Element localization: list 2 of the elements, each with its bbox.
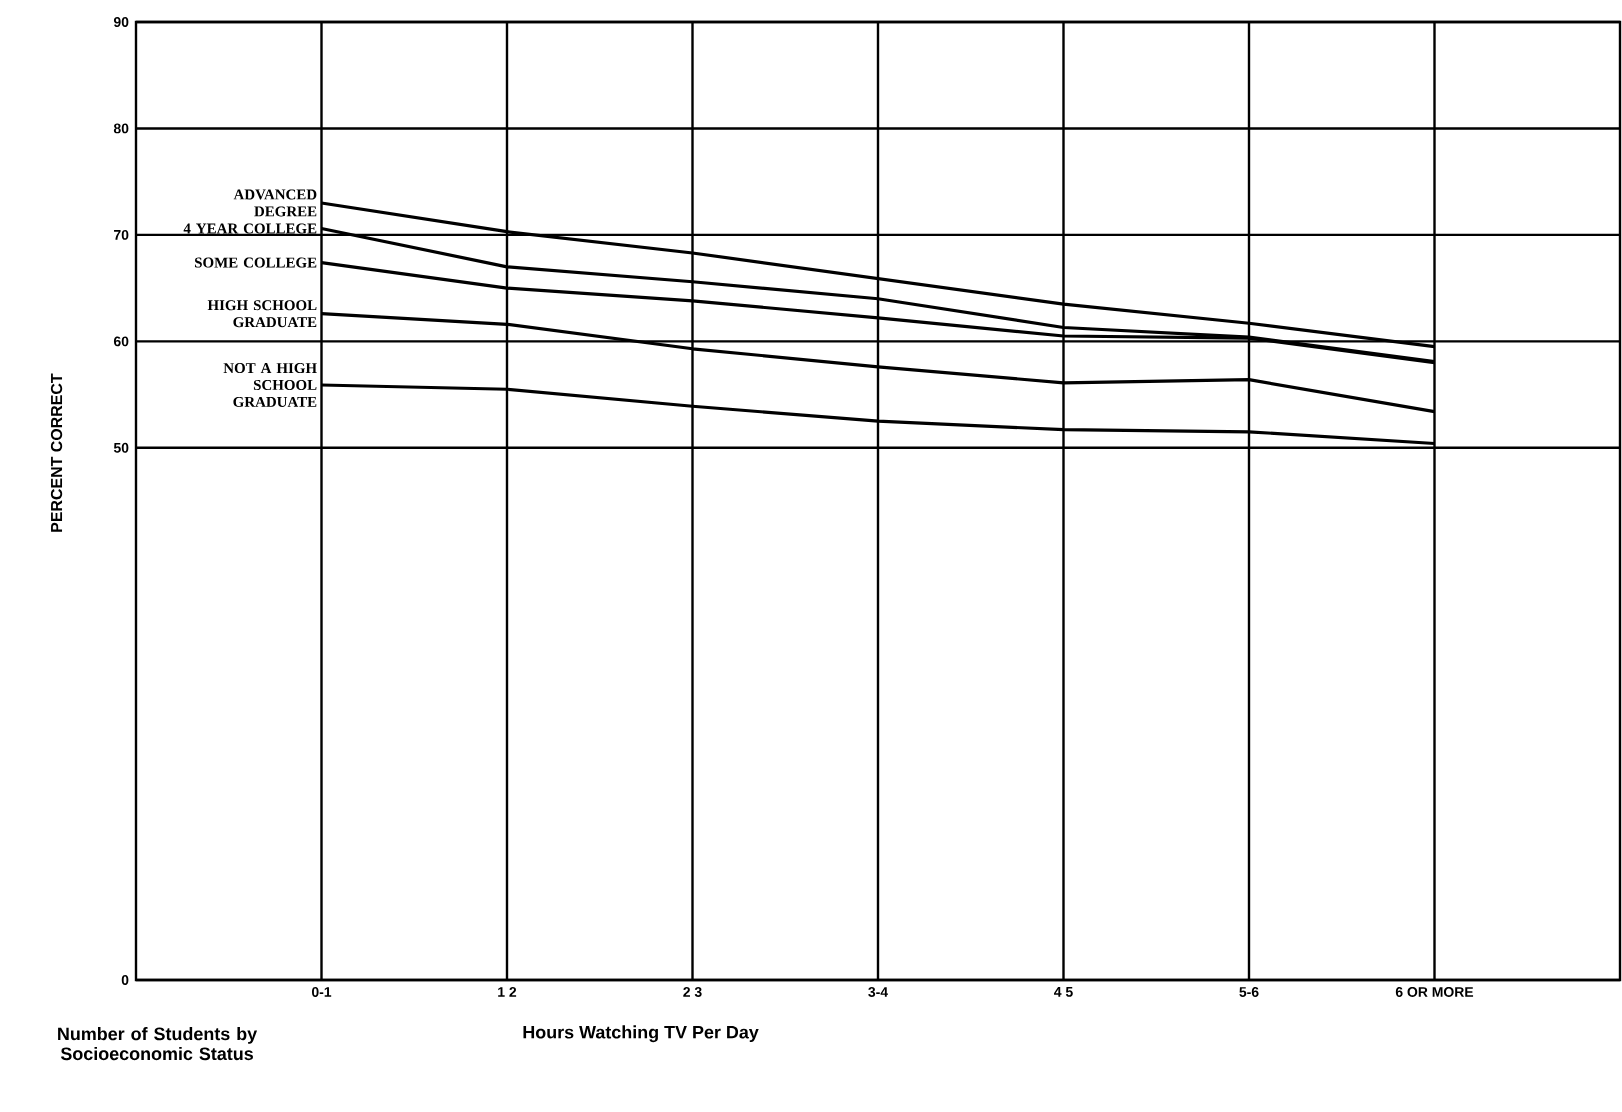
text: Number of Students by Socioeconomic Status	[58, 1027, 258, 1061]
x-axis-title: Hours Watching TV Per Day	[523, 1025, 759, 1043]
